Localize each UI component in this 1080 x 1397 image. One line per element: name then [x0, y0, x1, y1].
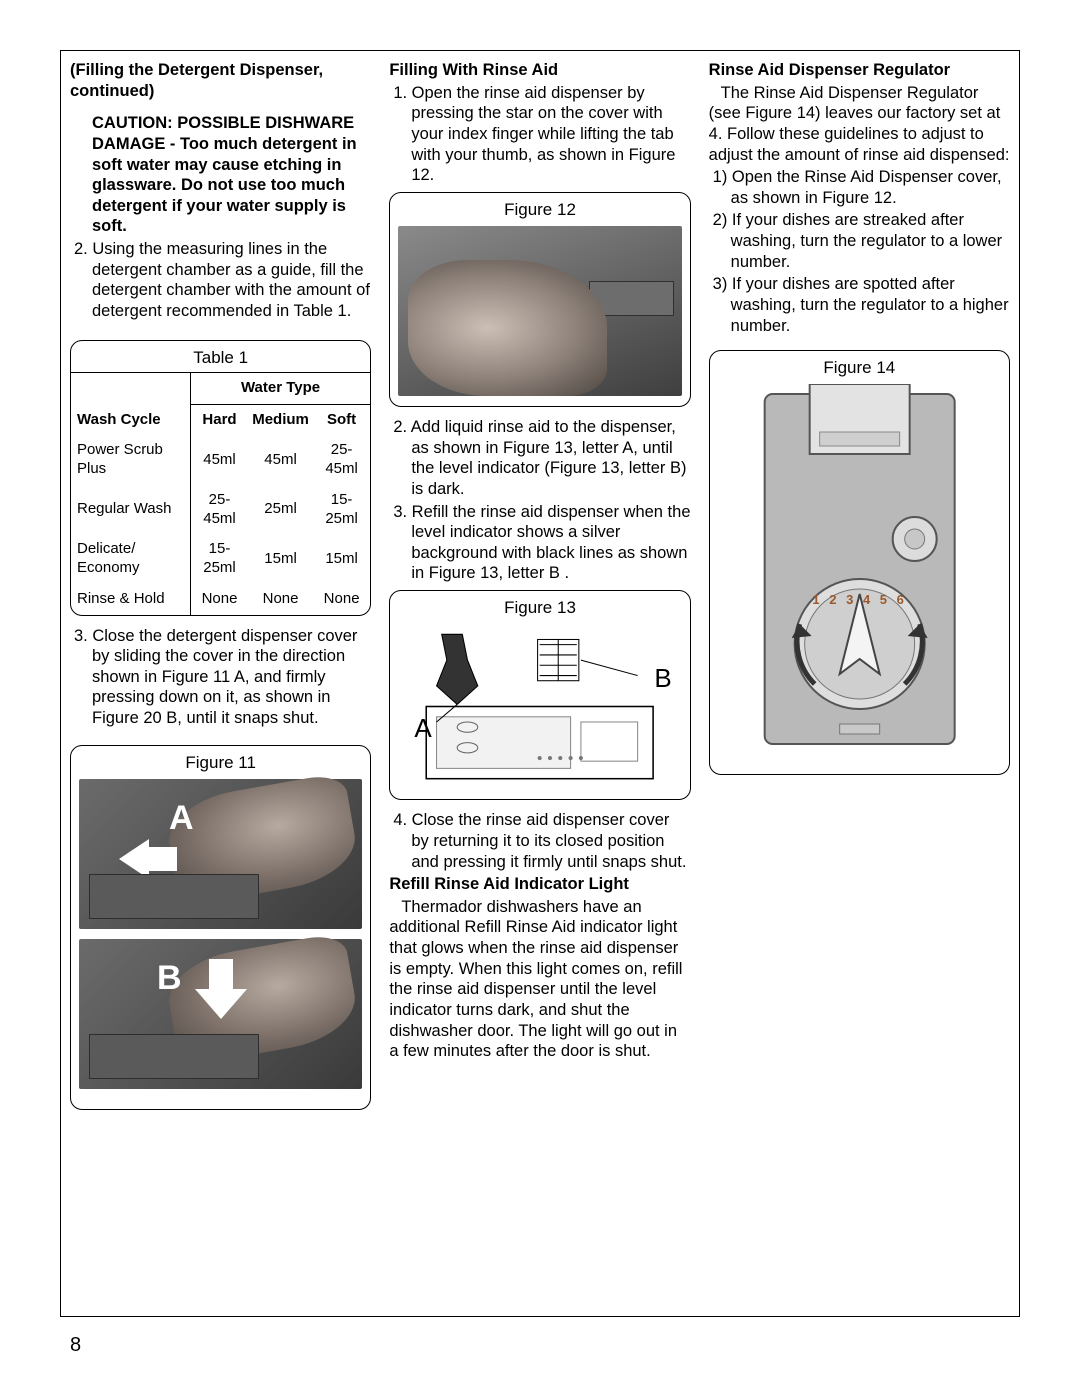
col-hard: Hard: [190, 404, 248, 435]
col3-g1: 1) Open the Rinse Aid Dispenser cover, a…: [709, 167, 1010, 208]
table-title: Table 1: [71, 341, 370, 373]
table-row: Rinse & Hold None None None: [71, 584, 370, 615]
label-b: B: [654, 662, 671, 695]
col-soft: Soft: [313, 404, 370, 435]
dispenser-panel: [89, 1034, 259, 1079]
water-type-label: Water Type: [190, 373, 370, 404]
column-3: Rinse Aid Dispenser Regulator The Rinse …: [709, 60, 1010, 1307]
arrow-left-icon: [119, 839, 149, 879]
figure-14-drawing: 1 2 3 4 5 6: [718, 384, 1001, 764]
table-1: Table 1 Wash Cycle Water Type Hard Mediu…: [70, 340, 371, 616]
table-row: Delicate/ Economy 15-25ml 15ml 15ml: [71, 534, 370, 584]
table-row: Regular Wash 25-45ml 25ml 15-25ml: [71, 485, 370, 535]
figure-13-drawing: A B: [398, 624, 681, 789]
col2-step1: 1. Open the rinse aid dispenser by press…: [389, 83, 690, 186]
figure-12-photo: [398, 226, 681, 396]
dial-numbers: 1 2 3 4 5 6: [812, 592, 906, 607]
refill-body: Thermador dishwashers have an additional…: [389, 897, 690, 1062]
column-1: (Filling the Detergent Dispenser, contin…: [70, 60, 371, 1307]
arrow-down-icon: [209, 959, 233, 989]
figure-12: Figure 12: [389, 192, 690, 407]
figure-13-title: Figure 13: [398, 597, 681, 618]
table-row: Power Scrub Plus 45ml 45ml 25-45ml: [71, 435, 370, 485]
col1-heading: (Filling the Detergent Dispenser, contin…: [70, 60, 371, 101]
figure-12-title: Figure 12: [398, 199, 681, 220]
figure-11: Figure 11 A B: [70, 745, 371, 1110]
table-corner: Wash Cycle: [71, 373, 190, 436]
col2-step4: 4. Close the rinse aid dispenser cover b…: [389, 810, 690, 872]
figure-11-photo-b: B: [79, 939, 362, 1089]
col3-intro: The Rinse Aid Dispenser Regulator (see F…: [709, 83, 1010, 166]
refill-heading: Refill Rinse Aid Indicator Light: [389, 874, 690, 895]
column-2: Filling With Rinse Aid 1. Open the rinse…: [389, 60, 690, 1307]
col2-step3: 3. Refill the rinse aid dispenser when t…: [389, 502, 690, 585]
col2-step2: 2. Add liquid rinse aid to the dispenser…: [389, 417, 690, 500]
col2-heading: Filling With Rinse Aid: [389, 60, 690, 81]
manual-page: (Filling the Detergent Dispenser, contin…: [0, 0, 1080, 1397]
label-a: A: [169, 797, 194, 840]
columns: (Filling the Detergent Dispenser, contin…: [70, 60, 1010, 1307]
caution-text: CAUTION: POSSIBLE DISHWARE DAMAGE - Too …: [70, 113, 371, 237]
label-a: A: [414, 712, 431, 745]
page-number: 8: [70, 1334, 81, 1357]
label-b: B: [157, 957, 182, 1000]
dispenser-panel: [89, 874, 259, 919]
figure-14: Figure 14: [709, 350, 1010, 775]
detergent-table: Wash Cycle Water Type Hard Medium Soft P…: [71, 373, 370, 615]
col-medium: Medium: [248, 404, 313, 435]
col1-step2: 2. Using the measuring lines in the dete…: [70, 239, 371, 322]
figure-11-title: Figure 11: [79, 752, 362, 773]
hand-graphic: [408, 260, 606, 396]
figure-11-photo-a: A: [79, 779, 362, 929]
col1-step3: 3. Close the detergent dispenser cover b…: [70, 626, 371, 729]
figure-14-title: Figure 14: [718, 357, 1001, 378]
col3-g2: 2) If your dishes are streaked after was…: [709, 210, 1010, 272]
figure-13: Figure 13: [389, 590, 690, 800]
col3-heading: Rinse Aid Dispenser Regulator: [709, 60, 1010, 81]
col3-g3: 3) If your dishes are spotted after wash…: [709, 274, 1010, 336]
